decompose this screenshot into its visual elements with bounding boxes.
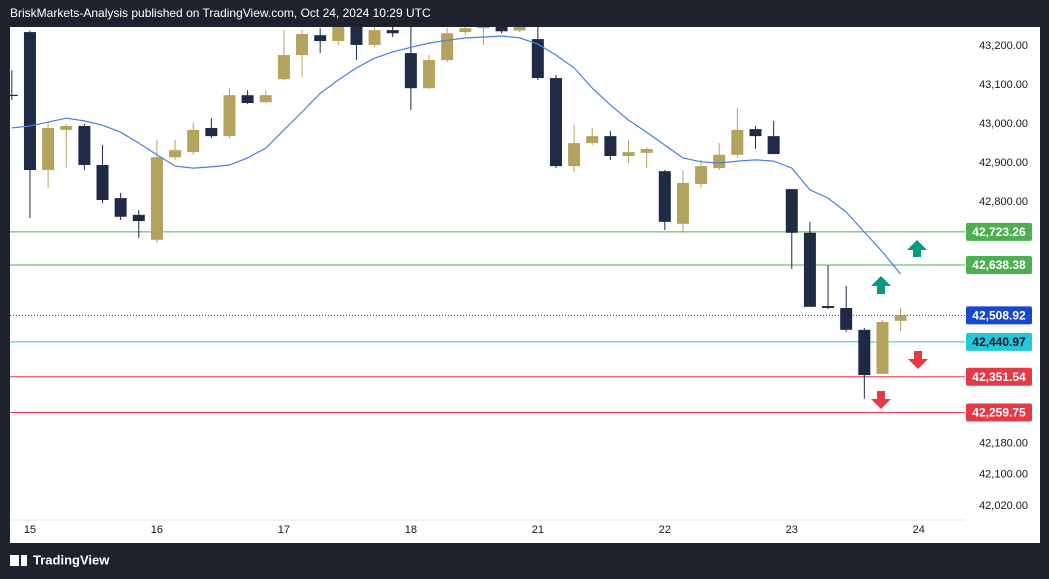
candle-body (531, 39, 544, 79)
candle-body (604, 136, 617, 156)
y-tick-label: 42,180.00 (979, 438, 1028, 450)
candle-body (223, 95, 236, 137)
candle-body (368, 30, 381, 45)
y-tick-label: 43,200.00 (979, 40, 1028, 52)
candle-body (622, 152, 635, 156)
candle-body (568, 143, 581, 167)
x-tick-label: 16 (151, 524, 163, 536)
candle-body (96, 164, 109, 201)
x-tick-label: 24 (913, 524, 925, 536)
candle-body (150, 157, 163, 240)
y-tick-label: 42,100.00 (979, 469, 1028, 481)
y-tick-label: 42,800.00 (979, 196, 1028, 208)
level-label: 42,723.26 (972, 225, 1026, 239)
plot (10, 27, 965, 414)
candle-body (169, 150, 182, 158)
candle-body (894, 315, 907, 321)
candle-body (876, 322, 889, 374)
candle-body (640, 148, 653, 153)
candle-body (386, 30, 399, 34)
candle-body (10, 94, 18, 96)
x-tick-label: 18 (405, 524, 417, 536)
candle-body (60, 125, 73, 130)
level-badge (966, 222, 1032, 241)
candle-body (749, 129, 762, 137)
brand: TradingView (33, 552, 110, 567)
y-tick-label: 43,100.00 (979, 79, 1028, 91)
candle-body (114, 198, 127, 217)
candle-body (314, 35, 327, 42)
level-label: 42,638.38 (972, 258, 1026, 272)
candle-body (586, 136, 599, 144)
level-badge (966, 332, 1032, 351)
candle-body (713, 154, 726, 169)
brand-logo (10, 555, 27, 566)
y-tick-label: 42,900.00 (979, 157, 1028, 169)
x-tick-label: 22 (659, 524, 671, 536)
arrows (871, 240, 928, 409)
level-label: 42,351.54 (972, 370, 1026, 384)
chart-title: BriskMarkets-Analysis published on Tradi… (10, 6, 431, 20)
x-tick-label: 15 (24, 524, 36, 536)
x-tick-label: 17 (278, 524, 290, 536)
candle-body (332, 27, 345, 42)
candle-body (731, 129, 744, 155)
candle-body (277, 55, 290, 80)
candle-body (42, 127, 55, 171)
moving-average (11, 35, 902, 275)
candle-body (459, 28, 472, 33)
candle-body (205, 127, 218, 137)
candle-body (676, 182, 689, 224)
candle-body (822, 306, 835, 308)
candle-body (350, 27, 363, 45)
candle-body (840, 307, 853, 330)
candle-body (423, 60, 436, 89)
candle-body (259, 95, 272, 103)
level-label: 42,259.75 (972, 406, 1026, 420)
candle-body (767, 136, 780, 155)
level-badge (966, 403, 1032, 422)
level-badge (966, 306, 1032, 325)
candle-body (477, 27, 490, 29)
x-tick-label: 21 (532, 524, 544, 536)
level-label: 42,508.92 (972, 309, 1026, 323)
y-tick-label: 42,020.00 (979, 500, 1028, 512)
level-badge (966, 367, 1032, 386)
candle-body (441, 33, 454, 61)
candle-body (785, 189, 798, 233)
candle-body (495, 27, 508, 32)
x-tick-label: 23 (786, 524, 798, 536)
price-axis: 43,200.00 43,100.00 43,000.00 42,900.00 42,8… (966, 40, 1032, 512)
y-tick-label: 43,000.00 (979, 118, 1028, 130)
candle-body (23, 32, 36, 171)
candle-body (658, 171, 671, 222)
candle-body (803, 232, 816, 307)
candle-body (695, 166, 708, 185)
candle-body (549, 78, 562, 167)
candle-body (132, 214, 145, 222)
level-label: 42,440.97 (972, 335, 1026, 349)
candle-body (296, 34, 309, 56)
candle-body (241, 95, 254, 103)
candle-body (187, 129, 200, 153)
candle-body (513, 27, 526, 31)
candle-body (78, 125, 91, 165)
candle-body (404, 53, 417, 89)
plot-background (10, 27, 1040, 543)
level-badge (966, 255, 1032, 274)
candle-body (858, 329, 871, 376)
